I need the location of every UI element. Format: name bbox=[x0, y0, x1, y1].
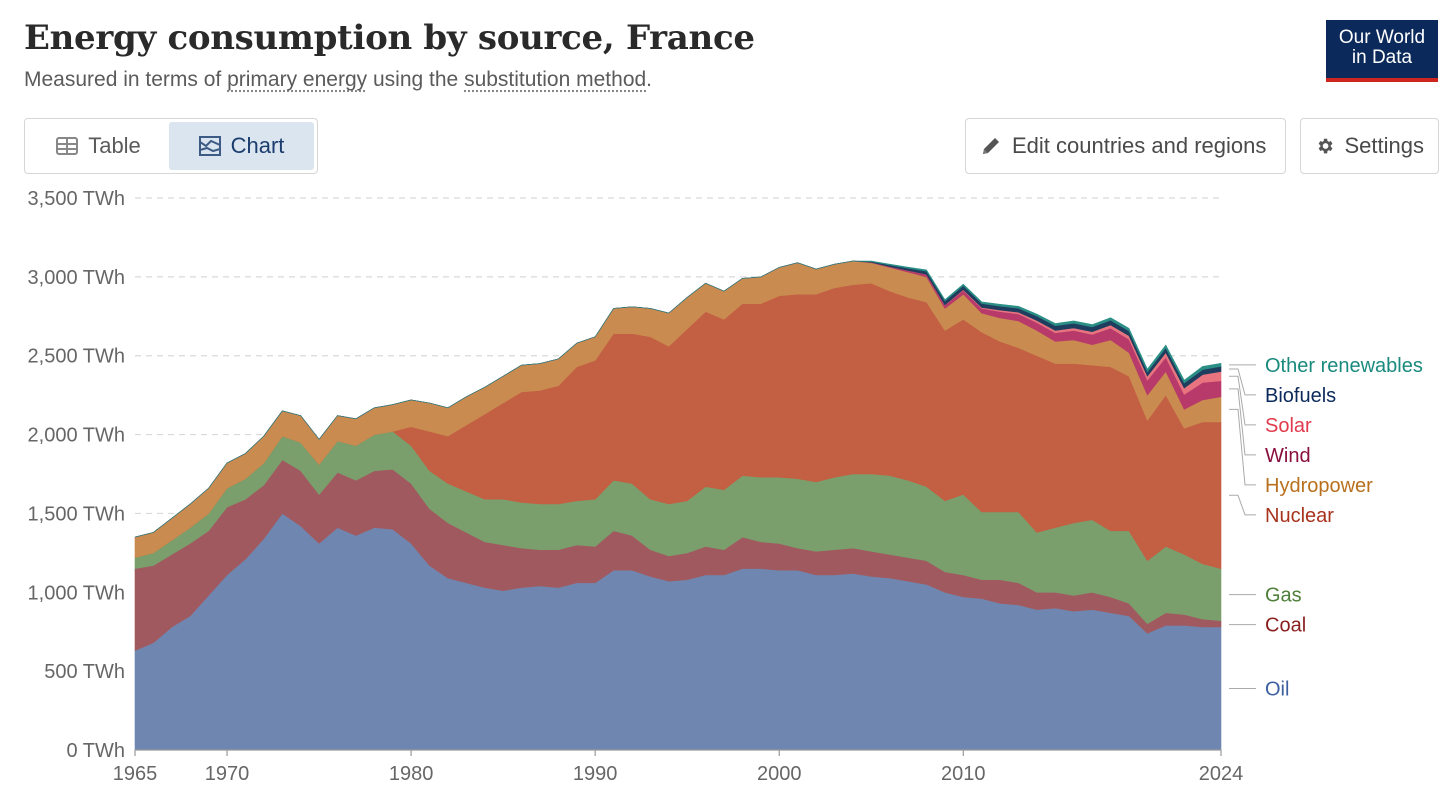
x-tick-label: 1970 bbox=[205, 763, 250, 785]
legend-connector bbox=[1229, 388, 1256, 456]
legend-connector bbox=[1229, 368, 1256, 396]
legend: Other renewables Biofuels Solar Wind Hydropo… bbox=[1229, 355, 1423, 700]
x-tick-label: 1990 bbox=[573, 763, 618, 785]
legend-label-biofuels[interactable]: Biofuels bbox=[1265, 385, 1336, 407]
y-tick-label: 3,000 TWh bbox=[28, 267, 125, 289]
y-tick-label: 2,000 TWh bbox=[28, 425, 125, 447]
x-axis: 1965 1970 1980 1990 2000 2010 2024 bbox=[113, 749, 1244, 785]
logo-line1: Our World bbox=[1338, 27, 1426, 48]
y-tick-label: 3,500 TWh bbox=[28, 188, 125, 210]
settings-button[interactable]: Settings bbox=[1300, 118, 1439, 174]
y-tick-label: 500 TWh bbox=[44, 661, 125, 683]
x-tick-label: 1980 bbox=[389, 763, 434, 785]
edit-countries-button[interactable]: Edit countries and regions bbox=[965, 118, 1286, 174]
tab-chart-label: Chart bbox=[230, 133, 285, 158]
area-layers bbox=[134, 260, 1222, 751]
area-other-renewables[interactable] bbox=[134, 260, 1222, 538]
legend-connector bbox=[1229, 375, 1256, 426]
y-tick-label: 0 TWh bbox=[66, 740, 125, 762]
legend-label-solar[interactable]: Solar bbox=[1265, 415, 1312, 437]
chart-title: Energy consumption by source, France bbox=[24, 18, 755, 58]
x-tick-label: 2024 bbox=[1199, 763, 1244, 785]
owid-logo[interactable]: Our World in Data bbox=[1326, 20, 1438, 82]
edit-countries-label: Edit countries and regions bbox=[1012, 133, 1267, 158]
view-tabs: Table Chart bbox=[24, 118, 318, 174]
legend-connector bbox=[1229, 494, 1256, 516]
y-tick-label: 1,000 TWh bbox=[28, 582, 125, 604]
legend-label-gas[interactable]: Gas bbox=[1265, 585, 1302, 607]
legend-label-coal[interactable]: Coal bbox=[1265, 615, 1306, 637]
legend-connector bbox=[1229, 408, 1256, 486]
y-tick-label: 2,500 TWh bbox=[28, 346, 125, 368]
legend-label-oil[interactable]: Oil bbox=[1265, 678, 1289, 700]
chart-icon bbox=[198, 136, 221, 156]
y-tick-label: 1,500 TWh bbox=[28, 503, 125, 525]
legend-label-other-renewables[interactable]: Other renewables bbox=[1265, 355, 1423, 377]
x-tick-label: 2010 bbox=[941, 763, 986, 785]
tab-table-label: Table bbox=[88, 133, 141, 158]
pencil-icon bbox=[983, 138, 999, 154]
subtitle-text: using the bbox=[367, 68, 465, 91]
subtitle-text: . bbox=[646, 68, 653, 91]
tab-chart[interactable]: Chart bbox=[169, 122, 314, 170]
x-tick-label: 1965 bbox=[113, 763, 158, 785]
gear-icon bbox=[1318, 138, 1333, 154]
substitution-method-link[interactable]: substitution method bbox=[464, 68, 647, 91]
settings-label: Settings bbox=[1344, 133, 1425, 158]
table-icon bbox=[56, 137, 79, 155]
primary-energy-link[interactable]: primary energy bbox=[227, 68, 368, 91]
y-axis: 0 TWh 500 TWh 1,000 TWh 1,500 TWh 2,000 TWh 2… bbox=[28, 188, 125, 762]
x-tick-label: 2000 bbox=[757, 763, 802, 785]
legend-label-wind[interactable]: Wind bbox=[1265, 445, 1311, 467]
subtitle-text: Measured in terms of bbox=[24, 68, 228, 91]
legend-label-nuclear[interactable]: Nuclear bbox=[1265, 505, 1334, 527]
legend-label-hydropower[interactable]: Hydropower bbox=[1265, 475, 1373, 497]
tab-table[interactable]: Table bbox=[28, 122, 169, 170]
logo-line2: in Data bbox=[1351, 47, 1413, 68]
chart-subtitle: Measured in terms of primary energy usin… bbox=[24, 68, 652, 92]
